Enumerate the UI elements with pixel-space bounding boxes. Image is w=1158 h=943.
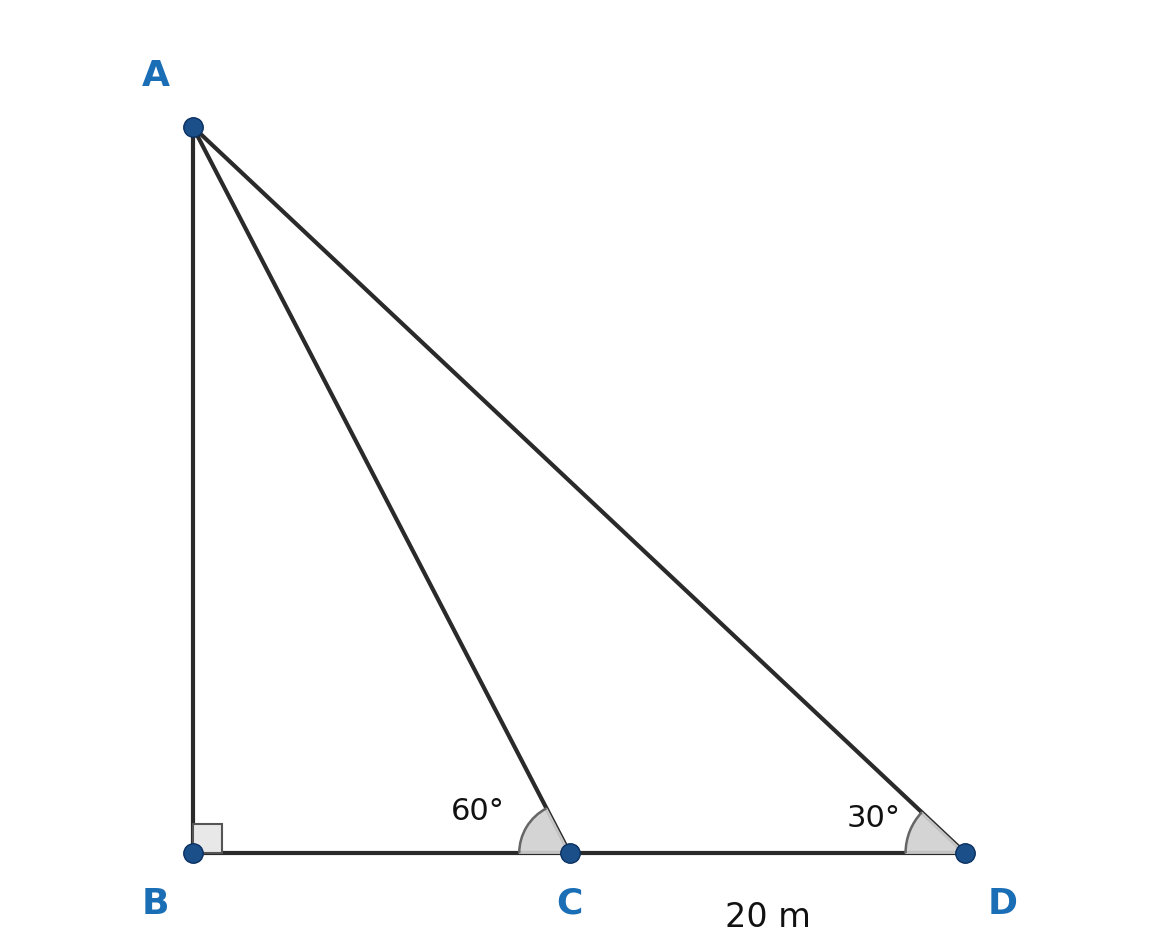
Bar (192, 824, 222, 853)
Text: C: C (557, 886, 582, 920)
Text: 30°: 30° (846, 803, 901, 833)
Text: 60°: 60° (450, 798, 505, 826)
Polygon shape (519, 808, 570, 853)
Text: A: A (142, 58, 170, 93)
Text: 20 m: 20 m (725, 902, 811, 935)
Text: D: D (987, 886, 1017, 920)
Polygon shape (906, 812, 966, 853)
Text: B: B (142, 886, 169, 920)
